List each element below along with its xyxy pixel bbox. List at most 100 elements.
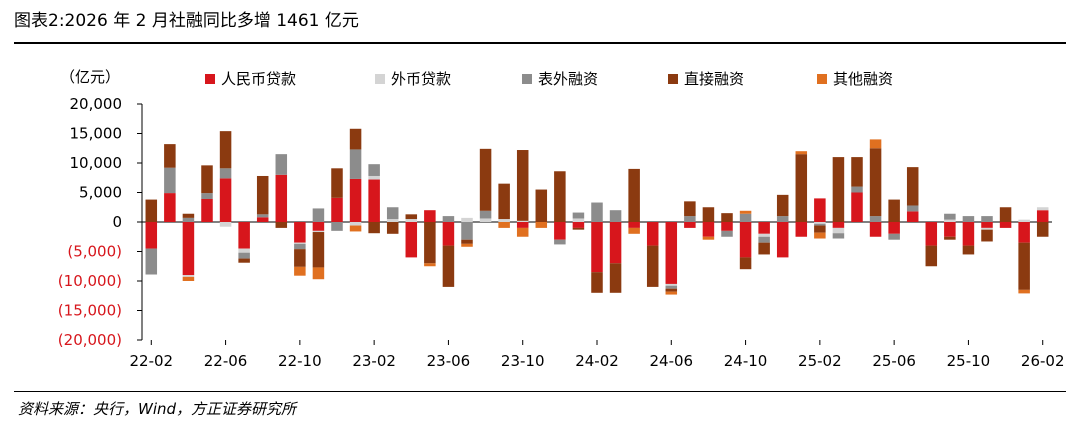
bar-segment <box>516 222 529 228</box>
bar-layer <box>145 128 1049 295</box>
bar-segment <box>758 242 770 255</box>
bar-segment <box>962 216 975 222</box>
bar-segment <box>721 222 733 231</box>
bar-segment <box>201 193 213 199</box>
bar-segment <box>182 217 195 222</box>
y-tick-label: (15,000) <box>58 302 122 320</box>
source-rule <box>14 391 1066 392</box>
bar-segment <box>182 276 195 281</box>
x-tick-label: 23-06 <box>427 352 471 370</box>
x-tick-label: 24-10 <box>724 352 768 370</box>
bar-segment <box>312 208 325 222</box>
chart-legend: 人民币贷款 外币贷款 表外融资 直接融资 其他融资 <box>205 70 893 88</box>
bar-segment <box>628 222 640 228</box>
bar-segment <box>182 213 195 218</box>
y-unit-label: （亿元） <box>60 68 120 86</box>
bar-segment <box>275 222 288 228</box>
bar-segment <box>386 207 399 220</box>
bar-segment <box>981 227 993 230</box>
legend-swatch <box>668 74 678 84</box>
bar-segment <box>424 222 436 264</box>
bar-segment <box>164 193 176 222</box>
bar-segment <box>145 222 158 249</box>
bar-segment <box>349 222 362 226</box>
bar-segment <box>516 220 529 222</box>
legend-label: 直接融资 <box>684 70 744 88</box>
bar-segment <box>702 207 715 222</box>
bar-segment <box>368 179 380 222</box>
bar-segment <box>739 210 752 214</box>
bar-segment <box>294 222 306 243</box>
bar-segment <box>776 216 789 222</box>
bar-segment <box>999 222 1012 228</box>
bar-segment <box>349 178 362 222</box>
legend-label: 人民币贷款 <box>221 70 296 88</box>
bar-segment <box>386 222 399 234</box>
bar-segment <box>609 263 622 293</box>
legend-swatch <box>522 74 532 84</box>
bar-segment <box>349 149 362 179</box>
bar-segment <box>498 219 510 222</box>
bar-segment <box>405 214 418 220</box>
x-tick-label: 22-10 <box>278 352 322 370</box>
bar-segment <box>572 218 585 222</box>
bar-segment <box>219 222 232 227</box>
bar-segment <box>535 189 548 222</box>
bar-segment <box>572 227 585 230</box>
bar-segment <box>572 222 585 228</box>
bar-segment <box>331 222 343 231</box>
bar-segment <box>591 202 603 222</box>
legend-swatch <box>375 74 385 84</box>
bar-segment <box>424 263 436 267</box>
x-tick-label: 25-06 <box>872 352 916 370</box>
bar-segment <box>461 239 473 244</box>
page-title: 图表2:2026 年 2 月社融同比多增 1461 亿元 <box>14 11 359 31</box>
bar-segment <box>776 194 789 217</box>
bar-segment <box>944 213 956 220</box>
bar-segment <box>498 183 510 220</box>
bar-segment <box>368 222 380 234</box>
bar-segment <box>591 272 603 293</box>
bar-segment <box>646 245 659 287</box>
bar-segment <box>1018 242 1030 290</box>
x-tick-label: 24-06 <box>649 352 693 370</box>
bar-segment <box>684 201 696 217</box>
bar-segment <box>646 222 659 246</box>
bar-segment <box>331 168 343 198</box>
bar-segment <box>256 217 269 222</box>
bar-segment <box>832 233 845 239</box>
bar-segment <box>832 157 845 222</box>
x-tick-label: 22-02 <box>129 352 173 370</box>
bar-segment <box>999 207 1012 222</box>
bar-segment <box>814 223 826 226</box>
bar-segment <box>256 175 269 215</box>
bar-segment <box>814 232 826 239</box>
bar-segment <box>851 186 863 193</box>
bar-segment <box>516 227 529 237</box>
bar-segment <box>609 222 622 264</box>
bar-segment <box>795 151 808 155</box>
bar-segment <box>219 178 232 222</box>
bar-segment <box>442 222 455 246</box>
bar-segment <box>275 174 288 222</box>
bar-segment <box>758 236 770 243</box>
bar-segment <box>906 205 919 212</box>
bar-segment <box>498 222 510 228</box>
x-tick-label: 23-02 <box>352 352 396 370</box>
label-layer: （亿元） 20,000 15,000 10,000 5,000 0 (5,000) (10,0… <box>58 68 1065 370</box>
bar-segment <box>628 168 640 222</box>
bar-segment <box>1036 210 1049 222</box>
bar-segment <box>219 168 232 179</box>
bar-segment <box>665 285 678 289</box>
source-note: 资料来源：央行，Wind，方正证券研究所 <box>18 400 297 418</box>
bar-segment <box>405 222 418 258</box>
bar-segment <box>442 216 455 222</box>
bar-segment <box>368 164 380 176</box>
bar-segment <box>665 291 678 295</box>
bar-segment <box>294 249 306 267</box>
bar-segment <box>739 222 752 258</box>
bar-segment <box>201 165 213 194</box>
bar-segment <box>851 157 863 187</box>
legend-label: 其他融资 <box>833 70 893 88</box>
y-tick-label: 10,000 <box>70 154 123 172</box>
